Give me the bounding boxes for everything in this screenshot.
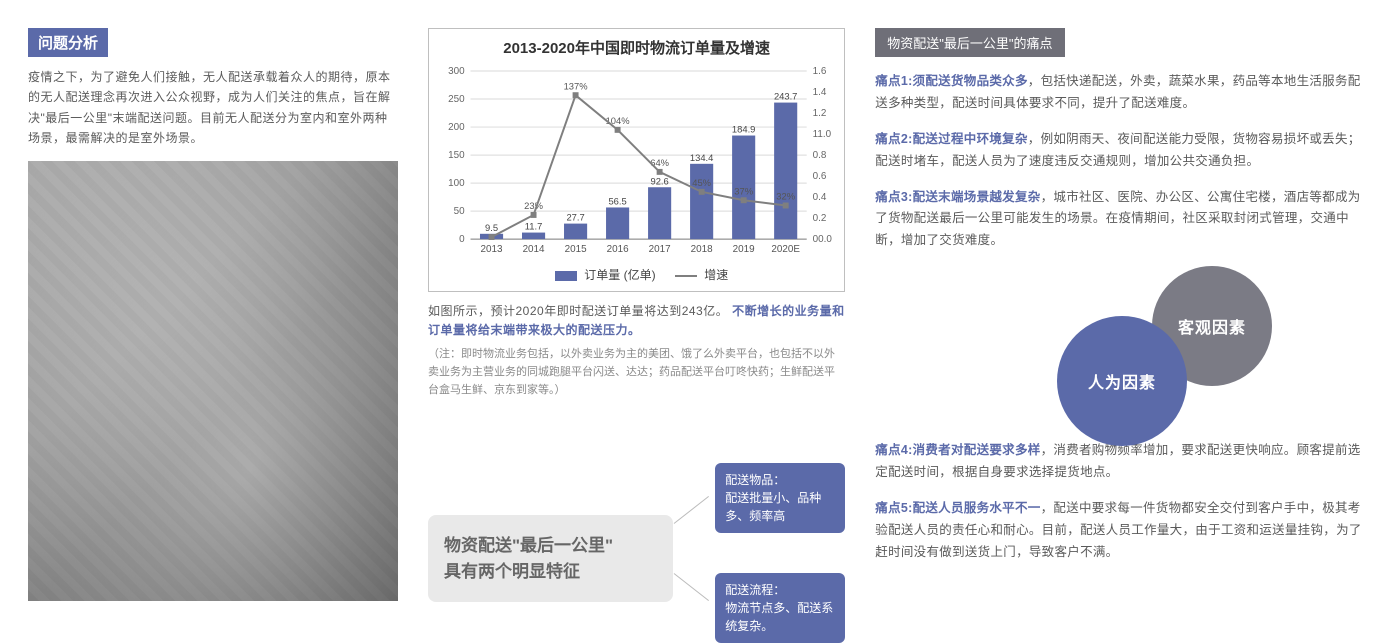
pain-2-lead: 痛点2:配送过程中环境复杂 bbox=[875, 132, 1028, 146]
svg-text:1.6: 1.6 bbox=[813, 66, 827, 77]
feature-item-1-body: 配送批量小、品种多、频率高 bbox=[725, 491, 821, 523]
chart-legend: 订单量 (亿单) 增速 bbox=[429, 262, 844, 291]
svg-text:32%: 32% bbox=[776, 191, 795, 202]
pain-2: 痛点2:配送过程中环境复杂，例如阴雨天、夜间配送能力受限，货物容易损坏或丢失；配… bbox=[875, 129, 1372, 173]
svg-text:0.4: 0.4 bbox=[813, 192, 827, 203]
connector-line bbox=[674, 496, 709, 524]
svg-text:0.6: 0.6 bbox=[813, 171, 827, 182]
svg-text:27.7: 27.7 bbox=[566, 212, 584, 223]
svg-text:150: 150 bbox=[448, 150, 465, 161]
svg-text:50: 50 bbox=[454, 206, 465, 217]
svg-text:2017: 2017 bbox=[649, 244, 671, 255]
svg-text:92.6: 92.6 bbox=[650, 175, 668, 186]
feature-item-1: 配送物品： 配送批量小、品种多、频率高 bbox=[715, 463, 845, 533]
chart-canvas: 0 50 100 150 200 250 300 00.0 0.2 0.4 0.6 0.8 11.0 1.… bbox=[429, 62, 844, 262]
svg-text:11.7: 11.7 bbox=[525, 221, 543, 232]
feature-item-1-title: 配送物品： bbox=[725, 473, 785, 487]
pain-points-header: 物资配送"最后一公里"的痛点 bbox=[875, 28, 1064, 57]
svg-text:104%: 104% bbox=[606, 115, 630, 126]
svg-text:2015: 2015 bbox=[565, 244, 587, 255]
svg-text:37%: 37% bbox=[734, 185, 753, 196]
context-photo bbox=[28, 161, 398, 601]
pain-5-lead: 痛点5:配送人员服务水平不一 bbox=[875, 501, 1040, 515]
feature-item-2-title: 配送流程： bbox=[725, 583, 785, 597]
feature-main-l1: 物资配送"最后一公里" bbox=[444, 536, 613, 555]
svg-text:11.0: 11.0 bbox=[813, 129, 832, 140]
svg-text:1.2: 1.2 bbox=[813, 108, 827, 119]
pain-1-lead: 痛点1:须配送货物品类众多 bbox=[875, 74, 1028, 88]
svg-text:0.2: 0.2 bbox=[813, 213, 827, 224]
feature-item-2: 配送流程： 物流节点多、配送系统复杂。 bbox=[715, 573, 845, 643]
legend-line-swatch bbox=[675, 275, 697, 277]
svg-text:56.5: 56.5 bbox=[608, 195, 626, 206]
pain-1: 痛点1:须配送货物品类众多，包括快递配送，外卖，蔬菜水果，药品等本地生活服务配送… bbox=[875, 71, 1372, 115]
intro-paragraph: 疫情之下，为了避免人们接触，无人配送承载着众人的期待，原本的无人配送理念再次进入… bbox=[28, 67, 398, 149]
chart-caption: 如图所示，预计2020年即时配送订单量将达到243亿。 不断增长的业务量和订单量… bbox=[428, 302, 845, 340]
pain-4: 痛点4:消费者对配送要求多样，消费者购物频率增加，要求配送更快响应。顾客提前选定… bbox=[875, 440, 1372, 484]
svg-text:2013: 2013 bbox=[481, 244, 503, 255]
pain-4-lead: 痛点4:消费者对配送要求多样 bbox=[875, 443, 1040, 457]
connector-line bbox=[674, 573, 709, 601]
svg-text:2018: 2018 bbox=[691, 244, 713, 255]
svg-text:9.5: 9.5 bbox=[485, 222, 498, 233]
svg-text:200: 200 bbox=[448, 122, 465, 133]
svg-text:100: 100 bbox=[448, 178, 465, 189]
svg-text:2020E: 2020E bbox=[771, 244, 800, 255]
svg-text:2019: 2019 bbox=[733, 244, 755, 255]
factors-diagram: 客观因素 人为因素 bbox=[995, 266, 1372, 416]
svg-text:00.0: 00.0 bbox=[813, 234, 833, 245]
feature-diagram: 物资配送"最后一公里" 具有两个明显特征 配送物品： 配送批量小、品种多、频率高… bbox=[428, 463, 845, 643]
svg-text:2016: 2016 bbox=[607, 244, 629, 255]
svg-text:0: 0 bbox=[459, 234, 465, 245]
svg-text:184.9: 184.9 bbox=[732, 124, 755, 135]
chart-caption-plain: 如图所示，预计2020年即时配送订单量将达到243亿。 bbox=[428, 304, 728, 318]
svg-text:243.7: 243.7 bbox=[774, 91, 797, 102]
svg-text:0.8: 0.8 bbox=[813, 150, 827, 161]
svg-text:2014: 2014 bbox=[523, 244, 545, 255]
orders-chart: 2013-2020年中国即时物流订单量及增速 0 50 100 150 200 250 30… bbox=[428, 28, 845, 292]
section-tag: 问题分析 bbox=[28, 28, 108, 57]
feature-main-l2: 具有两个明显特征 bbox=[444, 562, 580, 581]
chart-title: 2013-2020年中国即时物流订单量及增速 bbox=[429, 29, 844, 62]
svg-text:137%: 137% bbox=[564, 80, 588, 91]
pain-5: 痛点5:配送人员服务水平不一，配送中要求每一件货物都安全交付到客户手中，极其考验… bbox=[875, 498, 1372, 564]
pain-3-lead: 痛点3:配送末端场景越发复杂 bbox=[875, 190, 1040, 204]
chart-note: （注：即时物流业务包括，以外卖业务为主的美团、饿了么外卖平台，也包括不以外卖业务… bbox=[428, 346, 845, 399]
svg-text:134.4: 134.4 bbox=[690, 152, 713, 163]
pain-3: 痛点3:配送末端场景越发复杂，城市社区、医院、办公区、公寓住宅楼，酒店等都成为了… bbox=[875, 187, 1372, 253]
svg-text:45%: 45% bbox=[692, 177, 711, 188]
feature-main: 物资配送"最后一公里" 具有两个明显特征 bbox=[428, 515, 673, 602]
legend-line-label: 增速 bbox=[704, 268, 728, 282]
bubble-human: 人为因素 bbox=[1057, 316, 1187, 446]
svg-text:1.4: 1.4 bbox=[813, 87, 827, 98]
feature-item-2-body: 物流节点多、配送系统复杂。 bbox=[725, 601, 833, 633]
svg-text:250: 250 bbox=[448, 94, 465, 105]
svg-text:300: 300 bbox=[448, 66, 465, 77]
legend-bar-label: 订单量 (亿单) bbox=[584, 268, 655, 282]
svg-text:23%: 23% bbox=[524, 200, 543, 211]
legend-bar-swatch bbox=[555, 271, 577, 281]
